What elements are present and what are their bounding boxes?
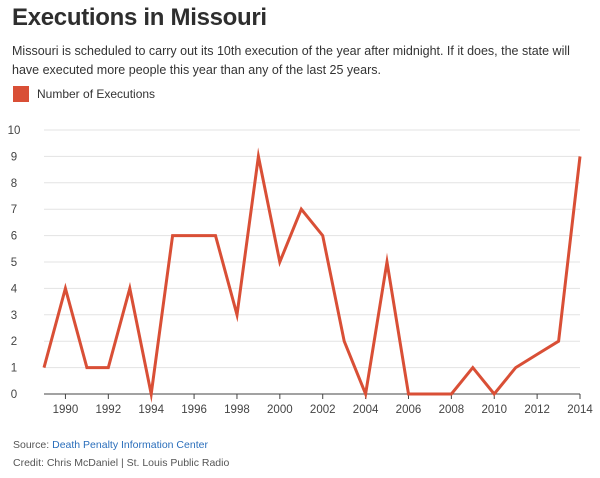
legend-swatch bbox=[13, 86, 29, 102]
y-tick-label: 6 bbox=[11, 231, 17, 243]
chart-legend: Number of Executions bbox=[13, 86, 155, 102]
y-tick-label: 4 bbox=[11, 283, 18, 295]
x-tick-label: 2002 bbox=[310, 404, 336, 416]
x-tick-label: 1998 bbox=[224, 404, 250, 416]
x-tick-label: 2014 bbox=[567, 404, 593, 416]
y-tick-label: 7 bbox=[11, 204, 17, 216]
x-tick-label: 2010 bbox=[481, 404, 507, 416]
x-tick-label: 2000 bbox=[267, 404, 293, 416]
y-tick-label: 8 bbox=[11, 178, 17, 190]
y-tick-label: 10 bbox=[8, 125, 21, 137]
x-tick-label: 2006 bbox=[396, 404, 422, 416]
x-tick-label: 2012 bbox=[524, 404, 550, 416]
y-tick-label: 2 bbox=[11, 336, 17, 348]
chart-title: Executions in Missouri bbox=[12, 4, 267, 31]
y-tick-label: 9 bbox=[11, 151, 17, 163]
source-prefix: Source: bbox=[13, 439, 50, 451]
x-tick-label: 1990 bbox=[53, 404, 79, 416]
x-tick-label: 2004 bbox=[353, 404, 379, 416]
series-line bbox=[42, 147, 582, 404]
source-link[interactable]: Death Penalty Information Center bbox=[52, 439, 208, 451]
x-tick-label: 1992 bbox=[96, 404, 122, 416]
x-tick-label: 1994 bbox=[138, 404, 164, 416]
source-line: Source: Death Penalty Information Center bbox=[13, 439, 208, 451]
chart-subtitle: Missouri is scheduled to carry out its 1… bbox=[12, 44, 570, 77]
line-chart: 0 1 2 3 4 5 6 7 8 9 10 1990 1992 1994 1996 1998 2000 2002… bbox=[8, 125, 594, 416]
y-tick-label: 3 bbox=[11, 310, 17, 322]
credit-line: Credit: Chris McDaniel | St. Louis Publi… bbox=[13, 457, 230, 469]
y-tick-label: 5 bbox=[11, 257, 17, 269]
y-tick-label: 0 bbox=[11, 389, 17, 401]
y-tick-label: 1 bbox=[11, 363, 17, 375]
legend-label: Number of Executions bbox=[37, 87, 156, 101]
x-tick-label: 1996 bbox=[181, 404, 207, 416]
x-tick-label: 2008 bbox=[439, 404, 465, 416]
